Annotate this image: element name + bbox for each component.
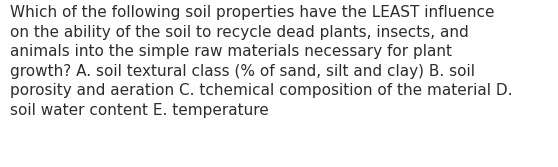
Text: Which of the following soil properties have the LEAST influence
on the ability o: Which of the following soil properties h…: [10, 5, 513, 118]
